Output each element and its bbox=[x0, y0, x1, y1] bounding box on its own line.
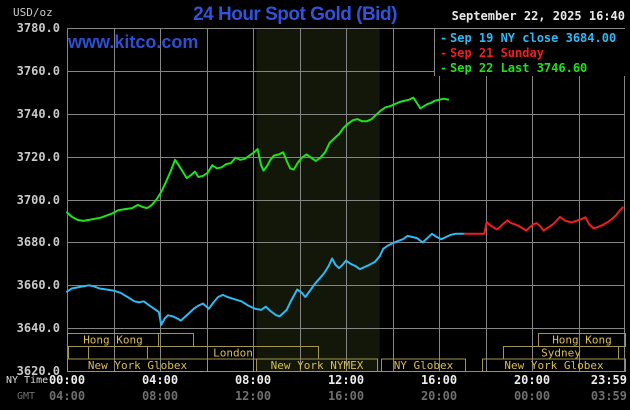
legend-label: Sep 19 NY close 3684.00 bbox=[450, 31, 617, 45]
session-label: New York Globex bbox=[504, 359, 604, 372]
session-label: Hong Kong bbox=[83, 334, 143, 347]
session-label: Hong Kong bbox=[552, 334, 612, 347]
x-tick-gmt-20:00: 20:00 bbox=[420, 389, 458, 403]
y-axis-tick-label: 3700.0 bbox=[16, 192, 60, 207]
session-box bbox=[88, 346, 148, 360]
y-axis-tick-label: 3620.0 bbox=[16, 364, 60, 378]
legend-item-sep19: - Sep 19 NY close 3684.00 bbox=[440, 31, 630, 46]
session-box bbox=[68, 346, 89, 360]
datetime-label: September 22, 2025 16:40 bbox=[451, 9, 625, 23]
x-tick-gmt-00:00: 00:00 bbox=[513, 389, 551, 403]
session-box-new-york-nymex bbox=[256, 358, 378, 372]
y-axis-unit-label: USD/oz bbox=[13, 6, 53, 19]
legend-dash-icon: - bbox=[440, 46, 448, 60]
session-box-new-york-globex bbox=[482, 358, 626, 372]
page-title: 24 Hour Spot Gold (Bid) bbox=[193, 4, 397, 25]
y-axis-tick-label: 3680.0 bbox=[16, 235, 60, 250]
session-box-ny-globex bbox=[381, 358, 466, 372]
legend-dash-icon: - bbox=[440, 31, 448, 45]
y-axis-tick-label: 3740.0 bbox=[16, 106, 60, 121]
legend-item-sep22: - Sep 22 Last 3746.60 bbox=[440, 61, 630, 76]
nymex-session-highlight-band bbox=[256, 28, 380, 371]
x-tick-ny-12:00: 12:00 bbox=[327, 373, 365, 387]
chart-legend: - Sep 19 NY close 3684.00 - Sep 21 Sunday … bbox=[434, 29, 630, 76]
x-tick-ny-00:00: 00:00 bbox=[48, 373, 86, 387]
session-box bbox=[207, 358, 254, 372]
series-sep-19-ny-close bbox=[66, 232, 466, 326]
session-label: Sydney bbox=[541, 347, 581, 360]
legend-dash-icon: - bbox=[440, 61, 448, 75]
session-label: New York NYMEX bbox=[271, 359, 364, 372]
x-tick-gmt-16:00: 16:00 bbox=[327, 389, 365, 403]
x-tick-ny-08:00: 08:00 bbox=[234, 373, 272, 387]
session-box bbox=[158, 333, 194, 347]
x-tick-gmt-03:59: 03:59 bbox=[590, 389, 627, 403]
y-axis-tick-label: 3660.0 bbox=[16, 278, 60, 293]
y-axis-tick-label: 3760.0 bbox=[16, 63, 60, 78]
gmt-axis-label: GMT bbox=[17, 391, 36, 402]
x-tick-ny-23:59: 23:59 bbox=[590, 373, 627, 387]
kitco-watermark-link[interactable]: www.kitco.com bbox=[68, 32, 199, 52]
session-label: London bbox=[213, 347, 253, 360]
session-label: New York Globex bbox=[88, 359, 188, 372]
y-axis-tick-label: 3640.0 bbox=[16, 321, 60, 336]
x-tick-ny-04:00: 04:00 bbox=[141, 373, 179, 387]
x-tick-gmt-08:00: 08:00 bbox=[141, 389, 179, 403]
legend-label: Sep 21 Sunday bbox=[450, 46, 544, 60]
ny-time-axis-label: NY Time bbox=[6, 375, 49, 386]
x-tick-ny-16:00: 16:00 bbox=[420, 373, 458, 387]
y-axis-tick-label: 3780.0 bbox=[16, 21, 60, 35]
session-label: NY Globex bbox=[394, 359, 454, 372]
series-sep-22-last bbox=[66, 96, 450, 222]
legend-label: Sep 22 Last 3746.60 bbox=[450, 61, 588, 75]
x-tick-gmt-04:00: 04:00 bbox=[48, 389, 86, 403]
x-tick-ny-20:00: 20:00 bbox=[513, 373, 551, 387]
series-sep-21-sunday bbox=[463, 206, 624, 235]
x-tick-gmt-12:00: 12:00 bbox=[234, 389, 272, 403]
y-axis-tick-label: 3720.0 bbox=[16, 149, 60, 164]
legend-item-sep21: - Sep 21 Sunday bbox=[440, 46, 630, 61]
